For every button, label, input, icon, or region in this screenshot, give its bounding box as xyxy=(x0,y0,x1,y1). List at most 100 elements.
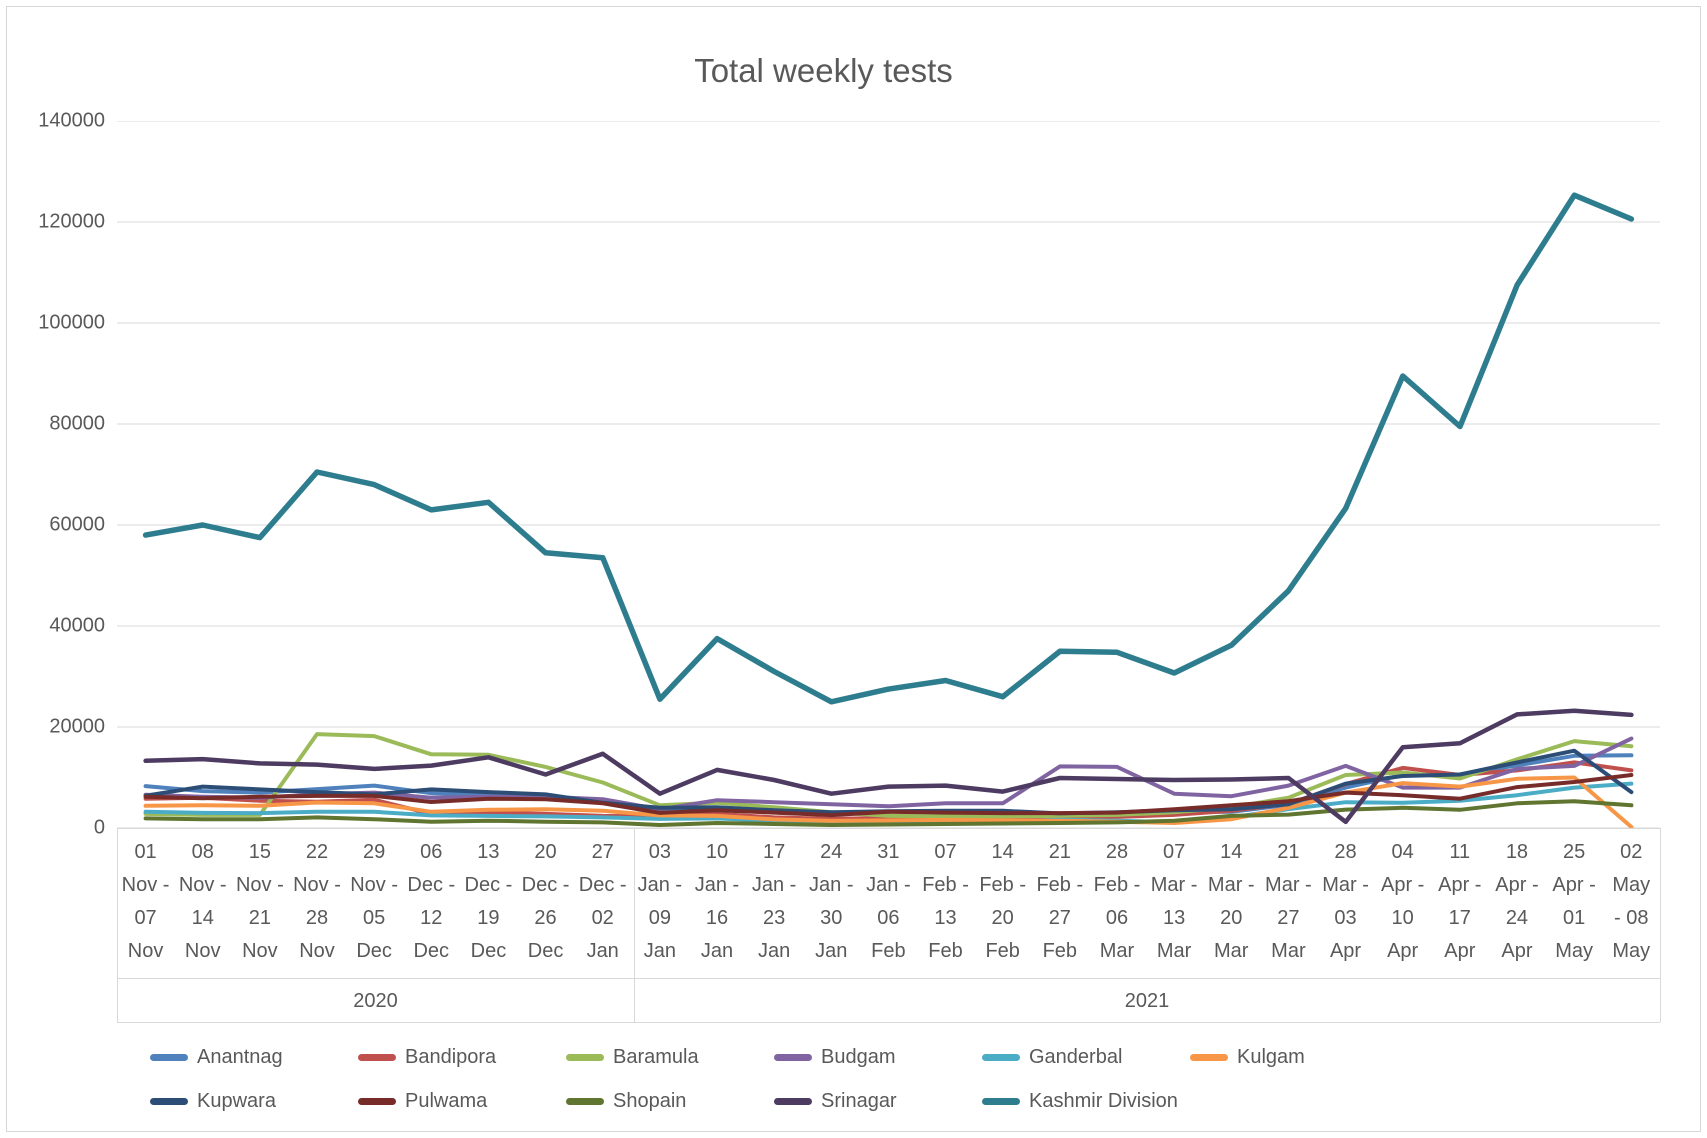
x-tick-label-line: 11 xyxy=(1449,841,1471,863)
x-tick-label: 10 Jan - 16 Jan xyxy=(688,836,745,968)
x-tick-label-line: Jan - xyxy=(809,874,854,896)
x-tick-label: 04 Apr - 10 Apr xyxy=(1374,836,1431,968)
x-tick-label-line: Mar - xyxy=(1150,874,1198,896)
x-tick-label-line: Nov - xyxy=(121,874,170,896)
x-tick-label-line: 13 xyxy=(934,907,957,929)
x-tick-label: 06 Dec - 12 Dec xyxy=(403,836,460,968)
x-tick-label: 03 Jan - 09 Jan xyxy=(631,836,688,968)
x-tick-label-line: Jan - xyxy=(866,874,911,896)
x-tick-label-line: 27 xyxy=(1277,907,1300,929)
x-tick-label-line: 03 xyxy=(648,841,671,863)
x-tick-label-line: Dec xyxy=(527,940,564,962)
x-tick-label-line: 10 xyxy=(705,841,729,863)
x-tick-label-line: Apr xyxy=(1329,940,1362,962)
x-tick-label-line: 28 xyxy=(1105,841,1129,863)
x-tick-label-line: Dec xyxy=(470,940,507,962)
x-tick-label-line: Jan - xyxy=(694,874,740,896)
x-axis-mid-line xyxy=(117,978,1660,979)
x-tick-label: 07 Mar - 13 Mar xyxy=(1146,836,1203,968)
x-tick-label-line: 24 xyxy=(820,841,843,863)
x-tick-label-line: Nov xyxy=(299,940,335,962)
x-tick-label-line: 20 xyxy=(534,841,557,863)
x-tick-label-line: Feb - xyxy=(1093,874,1141,896)
x-tick-label-line: Mar - xyxy=(1322,874,1369,896)
x-tick-label-line: Feb - xyxy=(979,874,1027,896)
y-tick-label: 60000 xyxy=(49,513,105,536)
x-tick-label-line: 08 xyxy=(191,841,214,863)
x-tick-label-line: 02 xyxy=(591,907,614,929)
x-tick-label-line: Jan xyxy=(700,940,734,962)
x-tick-label-line: 07 xyxy=(1162,841,1186,863)
x-tick-label-line: 01 xyxy=(134,841,157,863)
x-tick-label-line: Mar xyxy=(1214,940,1249,962)
x-tick-label-line: 14 xyxy=(1220,841,1243,863)
y-tick-label: 120000 xyxy=(38,210,105,233)
x-tick-label-line: Nov xyxy=(127,940,164,962)
x-tick-label: 28 Mar - 03 Apr xyxy=(1317,836,1374,968)
x-tick-label: 20 Dec - 26 Dec xyxy=(517,836,574,968)
chart-frame xyxy=(6,6,1701,1132)
x-axis-year-divider xyxy=(634,828,635,1022)
x-tick-label-line: Mar xyxy=(1271,940,1306,962)
x-tick-label-line: Jan xyxy=(643,940,676,962)
x-tick-label: 24 Jan - 30 Jan xyxy=(803,836,860,968)
series-line-kashmir-division xyxy=(142,192,1635,705)
x-tick-label: 28 Feb - 06 Mar xyxy=(1088,836,1145,968)
x-tick-label-line: 14 xyxy=(991,841,1014,863)
x-tick-label-line: Feb - xyxy=(922,874,969,896)
x-tick-label: 17 Jan - 23 Jan xyxy=(746,836,803,968)
y-tick-label: 80000 xyxy=(49,412,105,435)
x-tick-label-line: 03 xyxy=(1334,907,1357,929)
x-tick-label-line: May xyxy=(1555,940,1593,962)
x-tick-label-line: 13 xyxy=(477,841,500,863)
x-tick-label-line: 22 xyxy=(305,841,329,863)
y-tick-label: 0 xyxy=(93,816,105,839)
x-tick-label-line: Nov - xyxy=(350,874,399,896)
x-tick-label: 11 Apr - 17 Apr xyxy=(1431,836,1488,968)
x-tick-label-line: 06 xyxy=(420,841,443,863)
x-tick-label-line: 30 xyxy=(820,907,843,929)
x-tick-label-line: 02 xyxy=(1620,841,1643,863)
x-axis-group-label-2020: 2020 xyxy=(353,990,398,1012)
x-tick-label-line: Apr xyxy=(1501,940,1533,962)
x-tick-label: 21 Mar - 27 Mar xyxy=(1260,836,1317,968)
x-tick-label-line: 07 xyxy=(134,907,157,929)
x-tick-label-line: 31 xyxy=(877,841,900,863)
x-tick-label-line: 20 xyxy=(1220,907,1243,929)
x-axis-bottom-line xyxy=(117,1022,1660,1023)
chart-title: Total weekly tests xyxy=(694,52,953,89)
x-tick-label-line: 14 xyxy=(191,907,214,929)
x-tick-label-line: Jan xyxy=(586,940,619,962)
x-tick-label-line: Apr - xyxy=(1380,874,1425,896)
x-tick-label-line: Apr xyxy=(1444,940,1476,962)
x-tick-label: 25 Apr - 01 May xyxy=(1546,836,1603,968)
x-tick-label-line: Nov xyxy=(242,940,278,962)
y-tick-label: 20000 xyxy=(49,715,105,738)
x-tick-label: 01 Nov - 07 Nov xyxy=(117,836,174,968)
x-tick-label-line: 01 xyxy=(1562,907,1586,929)
x-tick-label-line: Dec - xyxy=(407,874,456,896)
x-axis-top-line xyxy=(117,828,1660,829)
x-tick-label-line: Dec - xyxy=(578,874,627,896)
x-tick-label-line: 13 xyxy=(1162,907,1186,929)
x-tick-label-line: 17 xyxy=(762,841,786,863)
x-tick-label-line: Feb xyxy=(1042,940,1078,962)
x-tick-label: 08 Nov - 14 Nov xyxy=(174,836,231,968)
x-tick-label: 02 May - 08 May xyxy=(1603,836,1660,968)
series-line-srinagar xyxy=(143,708,1634,825)
y-axis-labels: 140000 120000 100000 80000 60000 40000 20000 0 xyxy=(0,0,105,1138)
x-tick-label-line: Nov - xyxy=(235,874,284,896)
x-axis-group-label-2021: 2021 xyxy=(1124,990,1170,1012)
x-tick-label: 27 Dec - 02 Jan xyxy=(574,836,631,968)
x-tick-label: 14 Feb - 20 Feb xyxy=(974,836,1031,968)
x-tick-label: 29 Nov - 05 Dec xyxy=(346,836,403,968)
x-tick-label-line: May xyxy=(1612,874,1651,896)
x-tick-label-line: Mar xyxy=(1156,940,1192,962)
x-tick-label-line: Nov xyxy=(184,940,221,962)
x-tick-label-line: 17 xyxy=(1448,907,1471,929)
x-tick-label-line: 07 xyxy=(934,841,957,863)
x-tick-label-line: Nov - xyxy=(178,874,227,896)
x-tick-label: 18 Apr - 24 Apr xyxy=(1488,836,1545,968)
x-tick-label-line: Jan xyxy=(815,940,848,962)
